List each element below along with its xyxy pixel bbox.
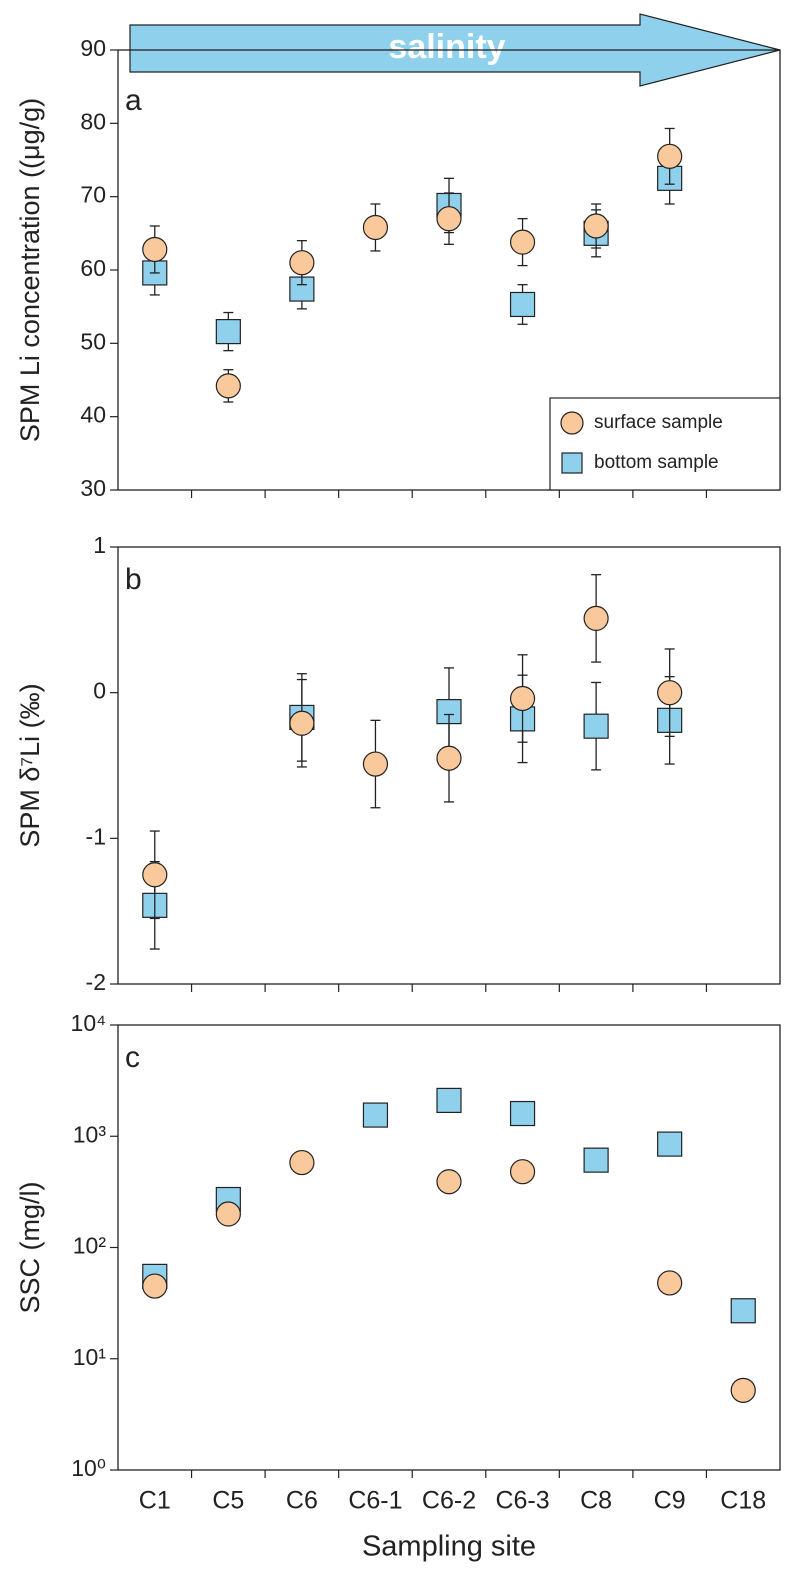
surface-point <box>289 710 315 736</box>
y-tick-label: -1 <box>86 823 106 849</box>
surface-point <box>657 680 683 706</box>
plot-frame <box>117 546 781 985</box>
y-tick-label: 40 <box>80 402 106 428</box>
panel-label: b <box>125 563 142 596</box>
y-tick-label: 90 <box>80 35 106 61</box>
y-tick-label: 0 <box>93 678 106 704</box>
surface-point <box>509 1159 536 1185</box>
y-tick-label: 70 <box>80 182 106 208</box>
bottom-point <box>436 1087 462 1114</box>
surface-point <box>142 862 168 888</box>
surface-point <box>730 1377 756 1403</box>
surface-point <box>215 373 241 399</box>
bottom-point <box>583 713 609 739</box>
surface-point <box>657 143 683 169</box>
x-tick-label: C6 <box>286 1487 318 1515</box>
legend-label: surface sample <box>594 412 723 433</box>
surface-point <box>436 1169 462 1195</box>
surface-point <box>509 229 536 255</box>
y-tick-label: 80 <box>80 108 106 134</box>
x-tick-label: C9 <box>654 1487 686 1515</box>
y-tick-label: 10² <box>73 1233 107 1259</box>
surface-point <box>436 206 462 232</box>
surface-point <box>215 1201 241 1227</box>
x-tick-label: C6-1 <box>348 1487 402 1515</box>
surface-point <box>362 751 389 777</box>
surface-point <box>142 1273 168 1299</box>
surface-point <box>436 745 462 771</box>
y-tick-label: 30 <box>80 475 106 501</box>
surface-point <box>362 214 389 241</box>
y-tick-label: 10⁴ <box>71 1010 106 1036</box>
x-axis-label: Sampling site <box>362 1531 536 1563</box>
bottom-point <box>730 1298 756 1324</box>
bottom-point <box>509 1100 536 1127</box>
surface-point <box>289 250 315 276</box>
x-tick-label: C6-3 <box>495 1487 549 1515</box>
y-axis-label: SPM δ⁷Li (‰) <box>15 683 45 847</box>
surface-point <box>583 605 609 631</box>
bottom-point <box>509 291 536 318</box>
panel-label: a <box>125 84 142 117</box>
surface-point <box>142 236 168 263</box>
x-tick-label: C18 <box>720 1487 766 1515</box>
arrow-label: salinity <box>388 28 505 66</box>
y-tick-label: 10¹ <box>73 1344 107 1370</box>
surface-point <box>583 213 609 239</box>
y-axis-label: SSC (mg/l) <box>15 1181 45 1313</box>
x-tick-label: C8 <box>580 1487 612 1515</box>
bottom-point <box>657 1131 683 1157</box>
legend-symbol <box>561 452 583 474</box>
x-tick-label: C5 <box>212 1487 244 1515</box>
y-tick-label: -2 <box>86 969 106 995</box>
surface-point <box>289 1149 315 1176</box>
x-tick-label: C6-2 <box>422 1487 476 1515</box>
y-tick-label: 1 <box>93 532 106 558</box>
y-tick-label: 10³ <box>73 1121 107 1147</box>
x-tick-label: C1 <box>139 1487 171 1515</box>
panel-label: c <box>125 1041 140 1074</box>
y-tick-label: 60 <box>80 255 106 281</box>
surface-point <box>657 1270 683 1296</box>
y-tick-label: 50 <box>80 328 106 354</box>
bottom-point <box>362 1102 389 1128</box>
y-axis-label: SPM Li concentration ((μg/g) <box>15 98 45 442</box>
bottom-point <box>583 1147 609 1173</box>
y-tick-label: 10⁰ <box>71 1455 106 1481</box>
surface-point <box>509 685 536 712</box>
legend-box <box>549 397 781 491</box>
legend-label: bottom sample <box>594 452 719 473</box>
legend-symbol <box>560 411 584 435</box>
bottom-point <box>215 319 241 345</box>
